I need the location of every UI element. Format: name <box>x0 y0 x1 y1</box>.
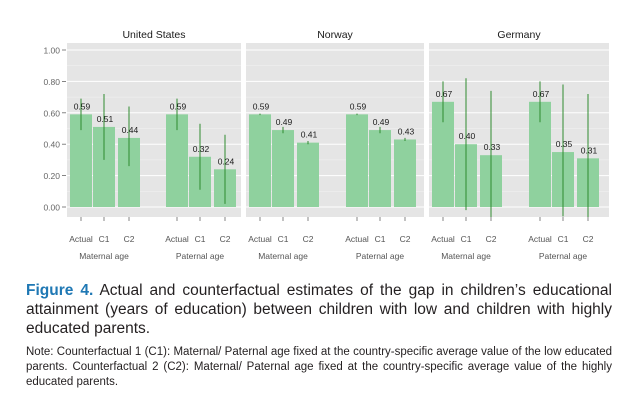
data-label: 0.41 <box>301 130 318 140</box>
y-tick-label: 0.80 <box>43 77 60 87</box>
panel-title: United States <box>122 29 185 41</box>
group-label: Paternal age <box>356 251 404 261</box>
x-tick-label: C2 <box>400 234 411 244</box>
figure-label: Figure 4. <box>26 282 94 299</box>
data-label: 0.33 <box>484 142 501 152</box>
data-label: 0.59 <box>170 101 187 111</box>
x-tick-label: Actual <box>345 234 369 244</box>
figure-caption: Figure 4. Actual and counterfactual esti… <box>26 281 612 338</box>
data-label: 0.67 <box>533 89 550 99</box>
data-label: 0.44 <box>122 125 139 135</box>
data-label: 0.31 <box>581 145 598 155</box>
figure-note: Note: Counterfactual 1 (C1): Maternal/ P… <box>26 346 612 388</box>
bar <box>346 114 368 207</box>
bar <box>432 101 454 207</box>
y-tick-label: 0.60 <box>43 108 60 118</box>
panel-title: Norway <box>317 29 353 41</box>
data-label: 0.59 <box>350 101 367 111</box>
x-tick-label: C2 <box>303 234 314 244</box>
caption-text: Actual and counterfactual estimates of t… <box>26 282 612 337</box>
y-tick-label: 0.40 <box>43 140 60 150</box>
x-tick-label: Actual <box>528 234 552 244</box>
data-label: 0.40 <box>459 131 476 141</box>
bar <box>272 130 294 207</box>
data-label: 0.49 <box>373 117 390 127</box>
bar <box>166 114 188 207</box>
x-tick-label: C1 <box>558 234 569 244</box>
data-label: 0.35 <box>556 139 573 149</box>
data-label: 0.49 <box>276 117 293 127</box>
bar <box>529 101 551 207</box>
x-tick-label: C2 <box>124 234 135 244</box>
group-label: Maternal age <box>79 251 129 261</box>
group-label: Paternal age <box>176 251 224 261</box>
bar <box>394 139 416 207</box>
x-tick-label: C1 <box>99 234 110 244</box>
bar <box>297 142 319 207</box>
x-tick-label: Actual <box>248 234 272 244</box>
x-tick-label: C1 <box>278 234 289 244</box>
bar <box>118 137 140 207</box>
data-label: 0.43 <box>398 126 415 136</box>
x-tick-label: Actual <box>69 234 93 244</box>
bar <box>249 114 271 207</box>
x-tick-label: C1 <box>375 234 386 244</box>
x-tick-label: C2 <box>486 234 497 244</box>
data-label: 0.59 <box>74 101 91 111</box>
bar <box>93 126 115 207</box>
data-label: 0.51 <box>97 114 114 124</box>
x-tick-label: C2 <box>220 234 231 244</box>
group-label: Maternal age <box>441 251 491 261</box>
bar-chart: 0.00 0.20 0.40 0.60 0.80 1.00 United States 0.5… <box>43 29 609 261</box>
bar <box>70 114 92 207</box>
data-label: 0.24 <box>218 156 235 166</box>
y-tick-label: 1.00 <box>43 46 60 56</box>
x-tick-label: Actual <box>165 234 189 244</box>
data-label: 0.32 <box>193 144 210 154</box>
x-tick-label: C1 <box>461 234 472 244</box>
bar <box>369 130 391 207</box>
x-tick-label: C2 <box>583 234 594 244</box>
x-tick-label: Actual <box>431 234 455 244</box>
group-label: Paternal age <box>539 251 587 261</box>
data-label: 0.59 <box>253 101 270 111</box>
y-tick-label: 0.20 <box>43 171 60 181</box>
group-label: Maternal age <box>258 251 308 261</box>
panel-title: Germany <box>497 29 541 41</box>
x-tick-label: C1 <box>195 234 206 244</box>
y-tick-label: 0.00 <box>43 203 60 213</box>
data-label: 0.67 <box>436 89 453 99</box>
